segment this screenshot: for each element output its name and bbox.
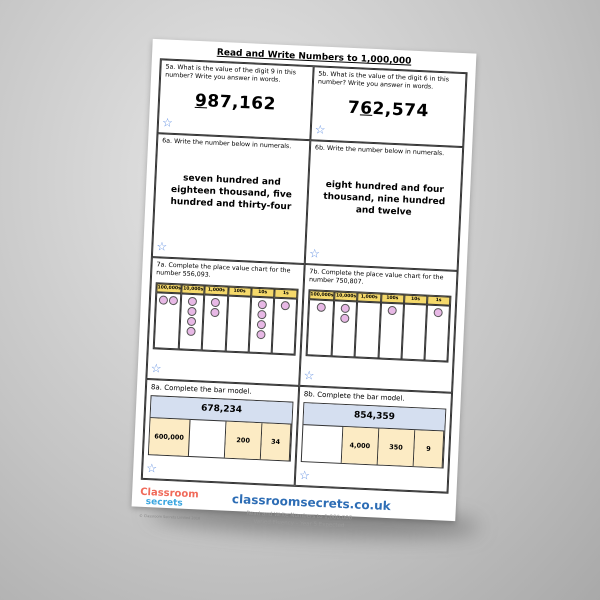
worksheet: Read and Write Numbers to 1,000,000 5a. …: [131, 38, 477, 529]
star-icon: ☆: [145, 461, 158, 476]
question-7b: 7b. Complete the place value chart for t…: [299, 264, 458, 393]
place-value-counter: [280, 301, 290, 311]
bar-part: 34: [260, 423, 292, 461]
place-value-counter: [257, 300, 267, 310]
place-value-chart: 100,000s 10,000s 1,000s 100s 10s 1s: [305, 288, 452, 363]
bar-part: 350: [377, 428, 416, 467]
question-5b: 5b. What is the value of the digit 6 in …: [310, 66, 467, 148]
question-text: 7a. Complete the place value chart for t…: [156, 261, 291, 279]
underlined-digit: 6: [359, 98, 374, 119]
pv-column[interactable]: [306, 299, 335, 357]
bar-part: 9: [413, 430, 445, 468]
place-value-chart: 100,000s 10,000s 1,000s 100s 10s 1s: [152, 281, 299, 357]
pv-column[interactable]: [248, 296, 274, 354]
question-5a: 5a. What is the value of the digit 9 in …: [157, 59, 314, 141]
classroom-secrets-logo: Classroom secrets: [140, 487, 199, 510]
bar-model: 678,234 600,000 200 34: [147, 394, 294, 462]
pv-column[interactable]: [153, 292, 182, 350]
place-value-counter: [168, 296, 179, 306]
place-value-counter: [187, 307, 197, 317]
bar-part: 600,000: [148, 418, 191, 456]
pv-column[interactable]: [178, 293, 205, 351]
pv-column[interactable]: [378, 302, 404, 360]
question-6a: 6a. Write the number below in numerals. …: [151, 133, 311, 265]
place-value-counter: [187, 317, 197, 327]
bar-part-blank[interactable]: [188, 419, 227, 458]
number: 987,162: [164, 89, 308, 117]
question-grid: 5a. What is the value of the digit 9 in …: [140, 58, 468, 494]
question-8b: 8b. Complete the bar model. 854,359 4,00…: [294, 385, 453, 493]
place-value-counter: [316, 302, 327, 313]
website-link[interactable]: classroomsecrets.co.uk: [231, 491, 392, 514]
number-rest: 87,162: [206, 91, 277, 115]
star-icon: ☆: [303, 368, 315, 383]
footer: Classroom secrets © Classroom Secrets Lim…: [138, 484, 448, 548]
place-value-counter: [187, 297, 198, 307]
pv-column[interactable]: [401, 303, 427, 361]
star-icon: ☆: [150, 361, 162, 376]
pv-column[interactable]: [202, 294, 228, 352]
star-icon: ☆: [314, 122, 326, 137]
number: 762,574: [316, 96, 460, 124]
bar-part-blank[interactable]: [301, 425, 344, 463]
star-icon: ☆: [298, 467, 311, 483]
place-value-counter: [158, 295, 169, 306]
place-value-counter: [387, 306, 397, 316]
question-8a: 8a. Complete the bar model. 678,234 600,…: [141, 378, 300, 486]
place-value-counter: [186, 327, 196, 337]
question-text: 6a. Write the number below in numerals.: [162, 137, 292, 151]
bar-part: 4,000: [341, 426, 380, 465]
question-6b: 6b. Write the number below in numerals. …: [304, 140, 464, 271]
place-value-counter: [211, 298, 221, 308]
bar-model: 854,359 4,000 350 9: [300, 401, 447, 469]
number-words: eight hundred and four thousand, nine hu…: [323, 179, 446, 218]
place-value-counter: [256, 310, 267, 320]
question-text: 5a. What is the value of the digit 9 in …: [165, 63, 297, 84]
star-icon: ☆: [308, 246, 321, 261]
question-text: 5b. What is the value of the digit 6 in …: [317, 70, 450, 91]
place-value-counter: [256, 330, 266, 340]
bar-part: 200: [224, 421, 263, 460]
copyright: © Classroom Secrets Limited 2018: [139, 513, 201, 521]
pv-column[interactable]: [225, 295, 251, 353]
pv-column[interactable]: [354, 301, 381, 359]
question-text: 7b. Complete the place value chart for t…: [308, 268, 444, 286]
place-value-counter: [340, 304, 351, 314]
place-value-counter: [256, 320, 266, 330]
pv-column[interactable]: [271, 298, 298, 355]
question-7a: 7a. Complete the place value chart for t…: [146, 257, 305, 386]
pv-column[interactable]: [424, 304, 450, 362]
place-value-counter: [210, 308, 221, 318]
place-value-counter: [340, 314, 350, 324]
number-rest: 2,574: [372, 98, 430, 122]
pv-column[interactable]: [331, 300, 358, 358]
star-icon: ☆: [156, 239, 168, 254]
question-text: 6b. Write the number below in numerals.: [314, 144, 445, 158]
place-value-counter: [433, 308, 443, 318]
number-words: seven hundred and eighteen thousand, fiv…: [170, 173, 292, 213]
star-icon: ☆: [161, 115, 174, 130]
